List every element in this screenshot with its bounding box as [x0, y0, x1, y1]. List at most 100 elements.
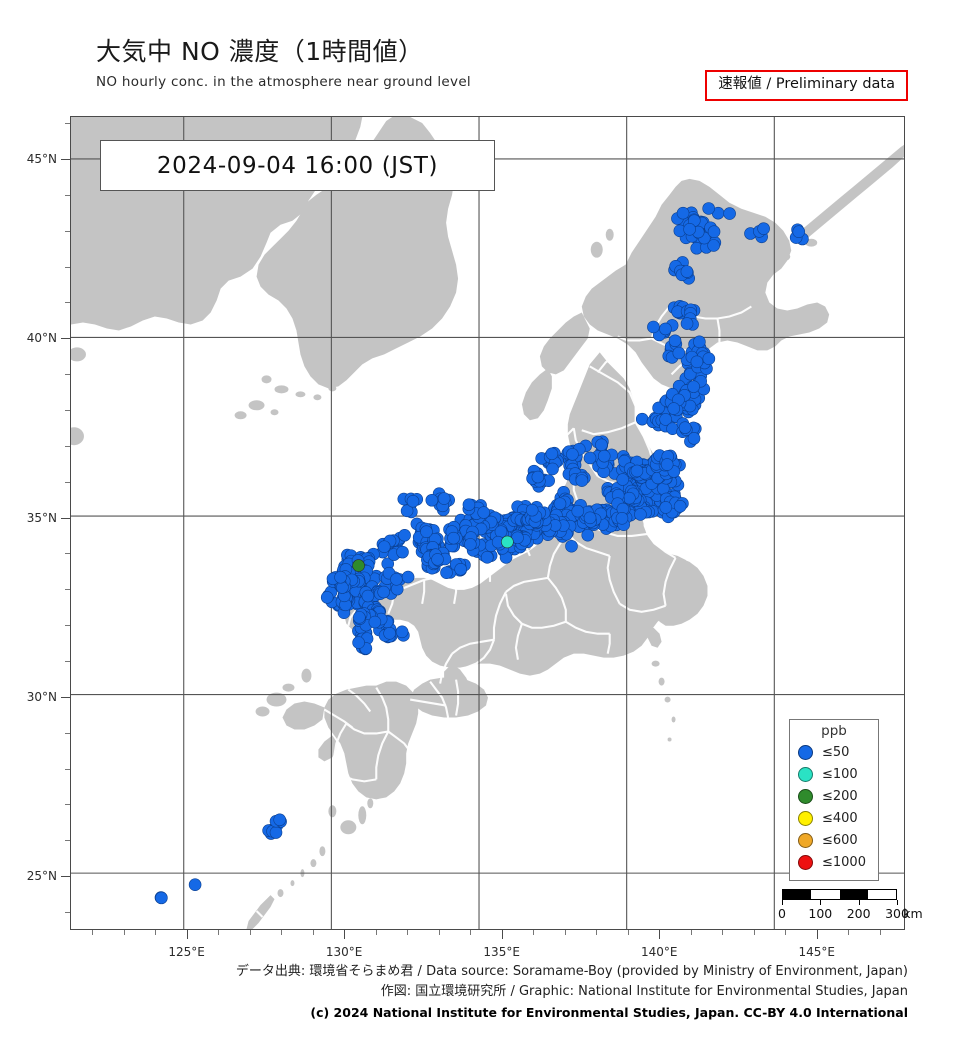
station-marker-elevated: [501, 535, 514, 549]
station-marker: [377, 585, 390, 599]
y-tick-major: [61, 876, 70, 878]
scale-tick: [820, 900, 822, 905]
station-marker: [687, 380, 700, 393]
station-marker: [390, 573, 403, 586]
station-marker: [571, 504, 585, 518]
legend-label: ≤1000: [822, 855, 866, 871]
station-marker: [553, 497, 567, 511]
legend-panel: ppb ≤50 ≤100 ≤200 ≤400 ≤600 ≤1000: [789, 719, 879, 881]
station-marker: [545, 447, 559, 461]
station-marker: [647, 320, 660, 334]
timestamp-label: 2024-09-04 16:00 (JST): [100, 140, 495, 191]
x-tick-minor: [281, 930, 283, 935]
station-marker: [480, 551, 494, 564]
x-tick-minor: [92, 930, 94, 935]
x-tick-minor: [564, 930, 566, 935]
station-marker: [581, 528, 595, 542]
x-tick-minor: [155, 930, 157, 935]
scale-label: 200: [846, 906, 871, 921]
scale-bar-ticks: [782, 900, 898, 905]
station-marker: [320, 591, 334, 604]
legend-title: ppb: [821, 723, 847, 739]
station-marker: [687, 432, 701, 445]
station-marker: [437, 492, 451, 505]
station-marker: [406, 494, 420, 508]
legend-swatch-icon: [798, 833, 813, 849]
station-marker: [431, 553, 444, 566]
station-marker: [188, 878, 202, 891]
station-marker: [702, 352, 716, 365]
x-tick-minor: [218, 930, 220, 935]
y-tick-major: [61, 338, 70, 340]
station-marker: [462, 498, 476, 511]
station-marker: [477, 506, 490, 519]
station-marker: [680, 317, 694, 330]
station-marker: [361, 589, 375, 603]
station-marker: [531, 470, 545, 484]
x-axis-label: 125°E: [168, 945, 205, 959]
station-marker: [377, 540, 391, 554]
x-tick-minor: [690, 930, 692, 935]
x-tick-minor: [848, 930, 850, 935]
station-marker: [400, 504, 414, 518]
station-marker: [690, 355, 704, 369]
y-axis-label: 30°N: [26, 689, 57, 704]
station-marker: [659, 322, 672, 336]
station-marker: [273, 813, 286, 827]
x-tick-minor: [879, 930, 881, 935]
station-marker: [597, 449, 611, 463]
station-marker: [353, 611, 366, 624]
station-marker: [525, 503, 539, 517]
station-marker: [673, 500, 687, 513]
station-marker: [155, 891, 168, 905]
y-tick-major: [61, 696, 70, 698]
legend-rows: ≤50 ≤100 ≤200 ≤400 ≤600 ≤1000: [796, 742, 872, 874]
legend-swatch-icon: [798, 855, 813, 871]
station-marker: [396, 545, 409, 559]
station-marker: [595, 438, 608, 452]
x-tick-minor: [407, 930, 409, 935]
station-marker: [546, 462, 559, 476]
legend-label: ≤200: [822, 789, 858, 805]
station-marker: [668, 334, 682, 348]
x-tick-major: [816, 930, 818, 939]
station-marker: [583, 451, 597, 465]
y-tick-major: [61, 517, 70, 519]
legend-row: ≤50: [796, 742, 872, 764]
preliminary-data-badge: 速報値 / Preliminary data: [705, 70, 908, 101]
scale-seg-2: [811, 890, 840, 899]
station-marker: [683, 223, 696, 236]
scale-seg-4: [867, 890, 896, 899]
station-marker: [723, 207, 736, 220]
station-marker: [395, 625, 409, 639]
station-marker: [398, 528, 411, 542]
x-tick-minor: [470, 930, 472, 935]
station-marker: [368, 615, 382, 629]
x-tick-minor: [249, 930, 251, 935]
legend-label: ≤100: [822, 767, 858, 783]
station-marker: [635, 412, 649, 426]
station-marker: [440, 566, 453, 579]
page-title: 大気中 NO 濃度（1時間値）: [96, 37, 424, 66]
station-marker: [420, 525, 433, 538]
x-tick-minor: [375, 930, 377, 935]
station-marker: [693, 335, 706, 349]
y-axis-label: 35°N: [26, 510, 57, 525]
map-plot-area[interactable]: [70, 116, 905, 930]
station-marker: [659, 413, 672, 426]
scale-tick: [782, 900, 783, 905]
page-subtitle: NO hourly conc. in the atmosphere near g…: [96, 73, 471, 90]
scale-bar-labels: 0 100 200 300 km: [778, 906, 923, 922]
x-tick-minor: [753, 930, 755, 935]
x-axis-label: 140°E: [640, 945, 678, 959]
x-tick-minor: [785, 930, 787, 935]
x-tick-minor: [438, 930, 440, 935]
station-marker: [652, 401, 665, 415]
station-marker: [583, 511, 597, 525]
station-marker: [707, 239, 720, 252]
scale-tick: [858, 900, 860, 905]
scale-seg-1: [783, 890, 812, 899]
station-marker: [401, 570, 415, 584]
footer: データ出典: 環境省そらまめ君 / Data source: Soramame-…: [0, 962, 980, 1024]
legend-swatch-icon: [798, 767, 813, 783]
